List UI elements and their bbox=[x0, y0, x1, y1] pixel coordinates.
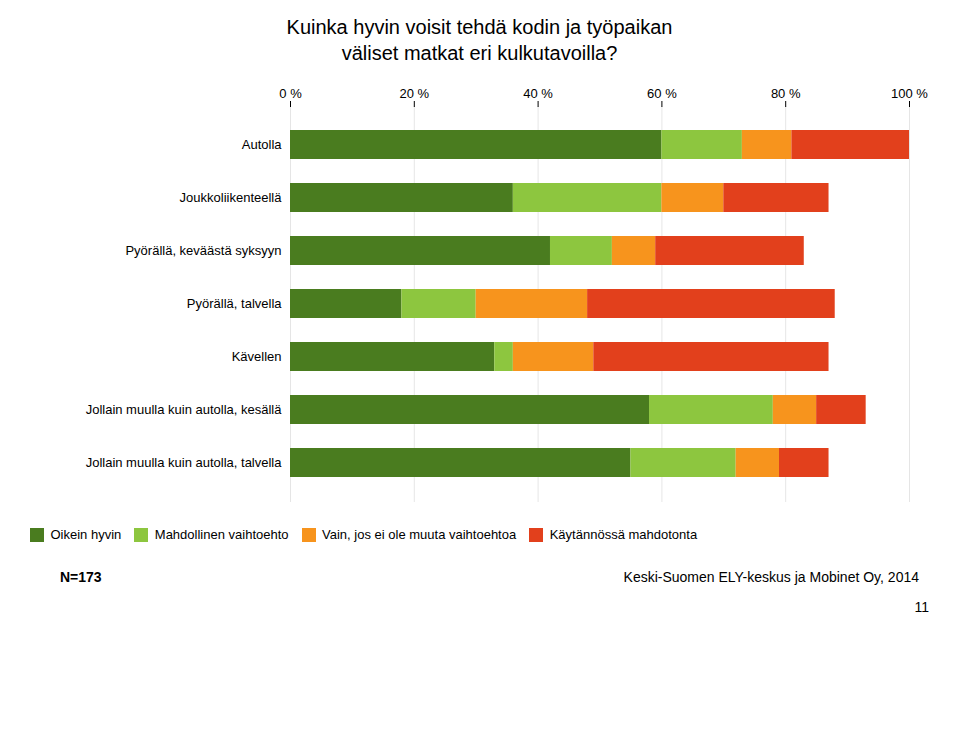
html-text:11: 11 bbox=[914, 599, 929, 615]
html-text:Vain, jos ei ole muuta vaihtoe: Vain, jos ei ole muuta vaihtoehtoa bbox=[322, 527, 517, 542]
svg-text:40 %: 40 % bbox=[523, 86, 553, 101]
svg-text:Kävellen: Kävellen bbox=[232, 349, 282, 364]
svg-text:20 %: 20 % bbox=[399, 86, 429, 101]
html-text:Keski-Suomen ELY-keskus ja Mob: Keski-Suomen ELY-keskus ja Mobinet Oy, 2… bbox=[623, 569, 919, 585]
svg-text:Jollain muulla kuin autolla, k: Jollain muulla kuin autolla, kesällä bbox=[86, 402, 283, 417]
svg-text:Joukkoliikenteellä: Joukkoliikenteellä bbox=[180, 190, 283, 205]
html-text:N=173: N=173 bbox=[60, 569, 102, 585]
html-text:Käytännössä mahdotonta: Käytännössä mahdotonta bbox=[549, 527, 698, 542]
svg-text:Jollain muulla kuin autolla, t: Jollain muulla kuin autolla, talvella bbox=[86, 455, 283, 470]
svg-text:Pyörällä, talvella: Pyörällä, talvella bbox=[187, 296, 282, 311]
svg-text:100 %: 100 % bbox=[891, 86, 928, 101]
svg-text:60 %: 60 % bbox=[647, 86, 677, 101]
svg-text:0 %: 0 % bbox=[279, 86, 302, 101]
svg-text:Autolla: Autolla bbox=[242, 137, 283, 152]
svg-text:Pyörällä, keväästä syksyyn: Pyörällä, keväästä syksyyn bbox=[125, 243, 281, 258]
html-text:Oikein hyvin: Oikein hyvin bbox=[50, 527, 122, 542]
svg-text:80 %: 80 % bbox=[771, 86, 801, 101]
html-text:Kuinka hyvin voisit tehdä kodi: Kuinka hyvin voisit tehdä kodin ja työpa… bbox=[286, 16, 673, 64]
html-text:Mahdollinen vaihtoehto: Mahdollinen vaihtoehto bbox=[154, 527, 289, 542]
